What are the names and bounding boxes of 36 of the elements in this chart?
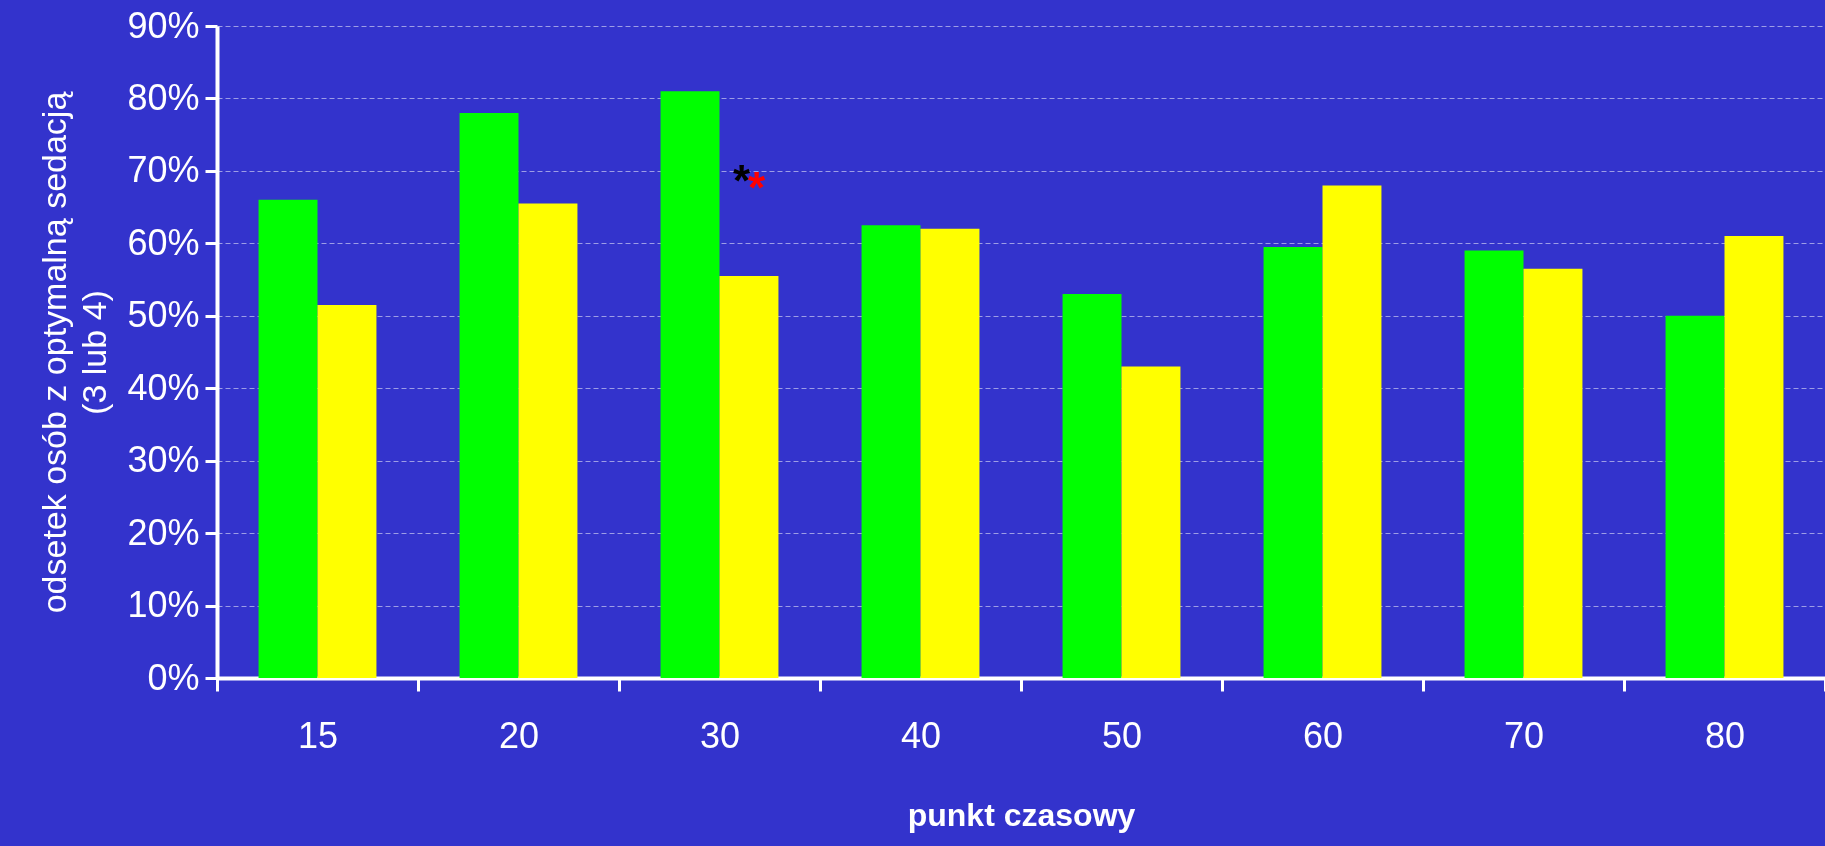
y-tick-label: 10% [127,584,200,626]
x-axis-title: punkt czasowy [907,796,1136,833]
bar [920,228,980,678]
y-tick-label: 70% [127,149,200,191]
y-tick-label: 0% [147,656,200,698]
x-tick-label: 80 [1704,714,1746,756]
bar [1724,236,1784,678]
x-tick-label: 20 [498,714,540,756]
bar [518,203,578,678]
y-tick-label: 30% [127,439,200,481]
bar [1464,250,1524,678]
y-tick-label: 20% [127,511,200,553]
x-tick-label: 30 [699,714,741,756]
bar [1322,185,1382,678]
x-tick-label: 50 [1101,714,1143,756]
bar [1263,246,1323,678]
bar [861,225,921,678]
bar [1523,268,1583,678]
x-tick-label: 15 [297,714,339,756]
y-tick-label: 90% [127,4,200,46]
bar [317,304,377,678]
y-tick-label: 50% [127,294,200,336]
bar [258,199,318,678]
y-tick-label: 60% [127,221,200,263]
bar [1121,366,1181,678]
x-tick-label: 70 [1503,714,1545,756]
y-tick-label: 80% [127,76,200,118]
bar [1665,315,1725,678]
y-tick-label: 40% [127,366,200,408]
bar [719,275,779,678]
x-tick-label: 60 [1302,714,1344,756]
x-tick-label: 40 [900,714,942,756]
y-axis-title: odsetek osób z optymalną sedacją (3 lub 4) [35,91,114,614]
bar [660,91,720,678]
bar [1062,294,1122,678]
bar [459,112,519,678]
